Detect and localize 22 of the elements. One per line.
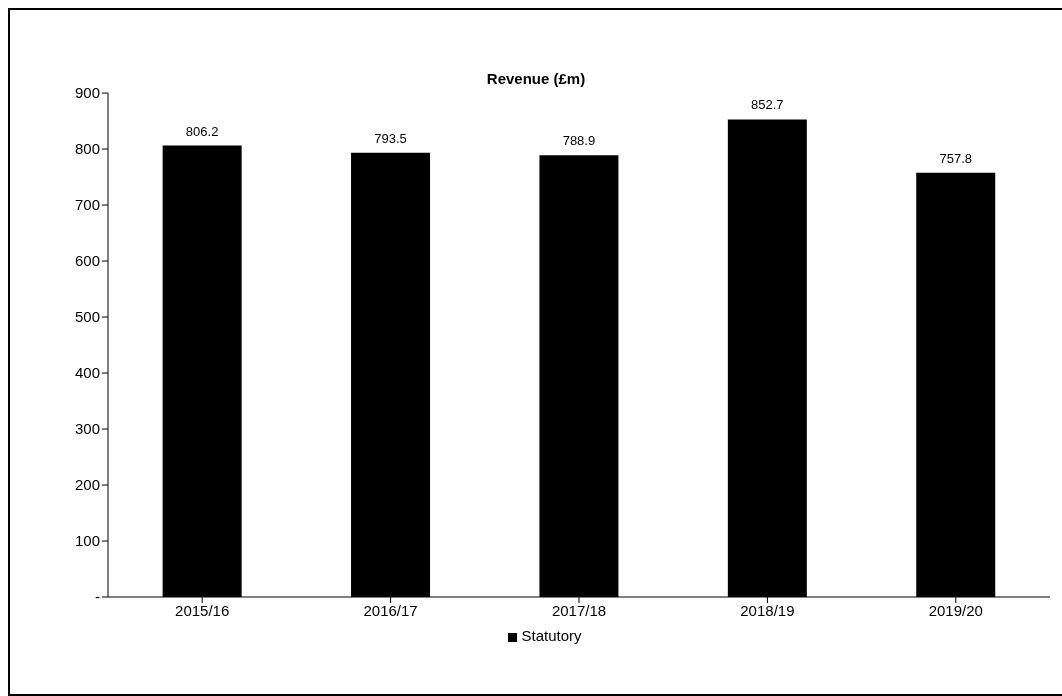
data-label: 852.7 [751,97,784,113]
x-tick-label: 2018/19 [740,601,795,619]
data-label: 806.2 [185,123,219,139]
y-tick-label: 300 [74,420,100,438]
data-label: 793.5 [374,130,407,146]
x-tick-label: 2019/20 [928,601,983,619]
y-tick-label: 100 [74,532,100,550]
y-tick-label: 600 [74,252,100,270]
x-tick-label: 2016/17 [363,601,418,619]
y-tick-label: 400 [74,364,100,382]
y-tick-label: 800 [74,140,100,158]
y-tick-label: 900 [74,84,100,102]
y-tick-label: 700 [74,196,100,214]
x-tick-label: 2017/18 [551,601,607,619]
y-tick-label: 200 [74,476,100,494]
y-tick-label: 500 [74,308,100,326]
x-tick-label: 2015/16 [175,601,230,619]
y-tick-label: - [95,588,100,606]
data-label: 788.9 [562,133,596,149]
data-label: 757.8 [939,150,973,166]
legend-label: Statutory [521,627,582,644]
chart-title: Revenue (£m) [486,70,586,87]
